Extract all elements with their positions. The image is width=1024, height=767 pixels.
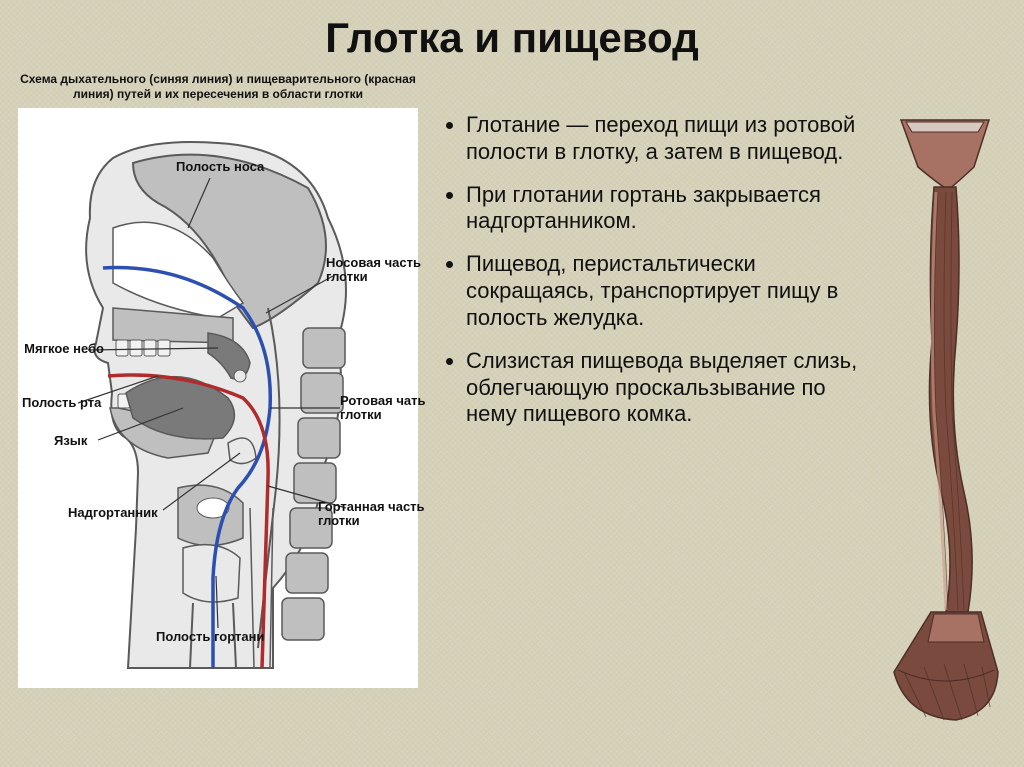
bullet-item: Глотание — переход пищи из ротовой полос…	[466, 112, 876, 166]
content-row: Схема дыхательного (синяя линия) и пищев…	[0, 72, 1024, 732]
caption-line2: линия) путей и их пересечения в области …	[73, 87, 363, 101]
label-oropharynx: Ротовая чать глотки	[340, 394, 425, 421]
bullet-column: Глотание — переход пищи из ротовой полос…	[418, 72, 886, 732]
bullet-item: Слизистая пищевода выделяет слизь, облег…	[466, 348, 876, 428]
label-larynx-cavity: Полость гортани	[156, 630, 264, 644]
label-nasal-cavity: Полость носа	[176, 160, 264, 174]
label-laryngopharynx: Гортанная часть глотки	[318, 500, 425, 527]
label-epiglottis: Надгортанник	[68, 506, 158, 520]
diagram-caption: Схема дыхательного (синяя линия) и пищев…	[18, 72, 418, 102]
pharynx-diagram: Полость носа Носовая часть глотки Ротова…	[18, 108, 418, 688]
label-nasopharynx: Носовая часть глотки	[326, 256, 421, 283]
bullet-item: Пищевод, перистальтически сокращаясь, тр…	[466, 251, 876, 331]
esophagus-column	[886, 72, 1006, 732]
caption-line1: Схема дыхательного (синяя линия) и пищев…	[20, 72, 416, 86]
label-oral-cavity: Полость рта	[22, 396, 90, 410]
bullet-list: Глотание — переход пищи из ротовой полос…	[440, 112, 876, 428]
label-soft-palate: Мягкое небо	[22, 342, 104, 356]
label-tongue: Язык	[54, 434, 87, 448]
page-title: Глотка и пищевод	[0, 0, 1024, 72]
left-column: Схема дыхательного (синяя линия) и пищев…	[18, 72, 418, 732]
bullet-item: При глотании гортань закрывается надгорт…	[466, 182, 876, 236]
esophagus-svg	[886, 112, 1004, 732]
